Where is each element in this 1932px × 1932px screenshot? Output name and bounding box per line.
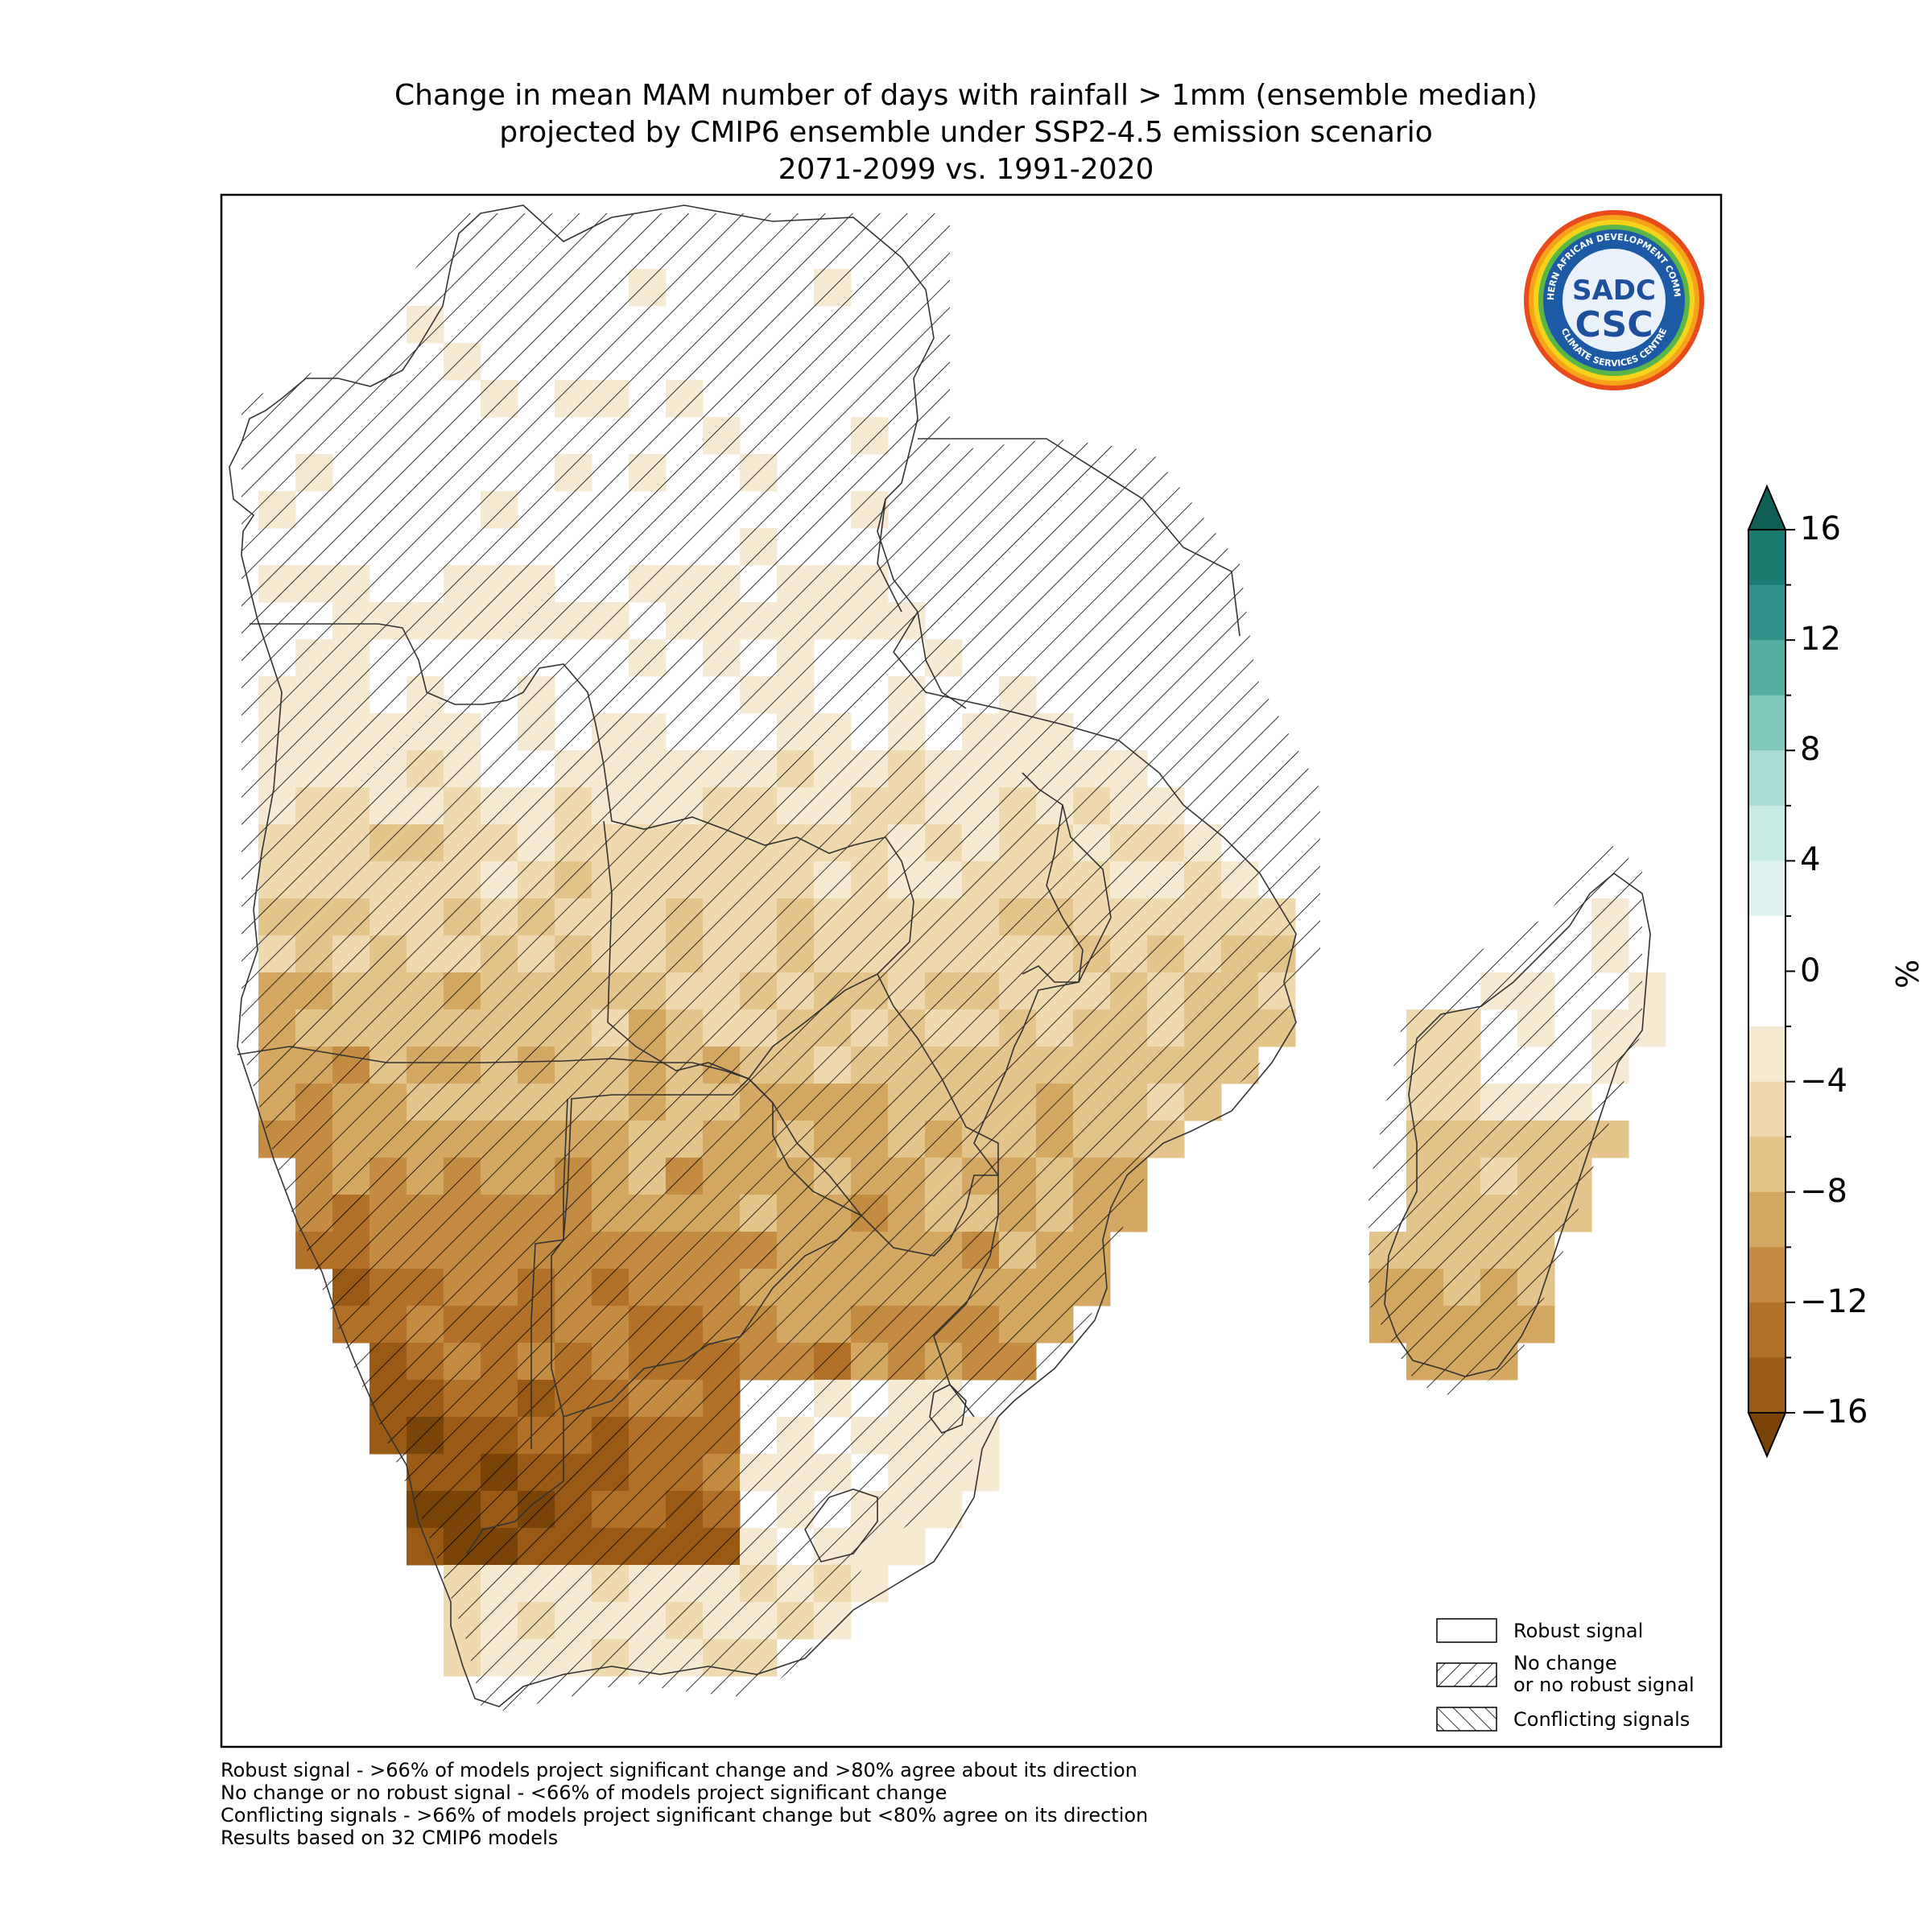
legend-robust-swatch — [1436, 1618, 1497, 1643]
logo-top-text: SADC — [1572, 275, 1656, 307]
colorbar-bin-4 — [1748, 750, 1785, 807]
colorbar-bin-10 — [1748, 1137, 1785, 1193]
border-south-africa — [466, 1417, 564, 1554]
footnote-conflicting: Conflicting signals - >66% of models pro… — [221, 1804, 1149, 1827]
colorbar-bin-13 — [1748, 1302, 1785, 1359]
madagascar-coastline — [1384, 872, 1651, 1377]
colorbar-extend-min — [1747, 1412, 1787, 1459]
title-line-3: 2071-2099 vs. 1991-2020 — [778, 153, 1154, 186]
border-tanzania-north — [918, 438, 1241, 637]
border-zimbabwe — [748, 973, 999, 1257]
colorbar-tick-label: 0 — [1800, 952, 1821, 989]
colorbar-bin-0 — [1748, 530, 1785, 586]
colorbar-bin-11 — [1748, 1191, 1785, 1248]
footnote-nochange: No change or no robust signal - <66% of … — [221, 1781, 947, 1804]
colorbar-bin-3 — [1748, 695, 1785, 751]
colorbar-extend-max — [1747, 484, 1787, 530]
legend-nochange-label-2: or no robust signal — [1513, 1674, 1695, 1696]
colorbar-tick-label: 16 — [1800, 510, 1841, 547]
colorbar-bin-2 — [1748, 640, 1785, 696]
title-line-1: Change in mean MAM number of days with r… — [394, 79, 1538, 112]
hatched-areas — [242, 213, 1642, 1715]
colorbar-tick-label: −8 — [1800, 1172, 1847, 1210]
mainland-coastline — [229, 204, 1297, 1707]
legend — [1436, 1618, 1497, 1732]
colorbar-bin-6 — [1748, 861, 1785, 917]
footnote-models: Results based on 32 CMIP6 models — [221, 1827, 559, 1849]
colorbar — [1747, 484, 1795, 1459]
title-line-2: projected by CMIP6 ensemble under SSP2-4… — [499, 116, 1433, 149]
lesotho-outline — [804, 1488, 878, 1563]
border-mozambique-interior — [933, 804, 1112, 1418]
border-namibia — [237, 1046, 750, 1449]
colorbar-tick-label: −12 — [1800, 1282, 1868, 1320]
colorbar-bin-14 — [1748, 1357, 1785, 1414]
legend-nochange-swatch — [1436, 1662, 1497, 1687]
colorbar-tick-label: 8 — [1800, 731, 1821, 769]
colorbar-tick-label: 12 — [1800, 621, 1841, 658]
map-frame — [220, 193, 1723, 1748]
eswatini-outline — [929, 1384, 967, 1434]
colorbar-tick-label: −16 — [1800, 1393, 1868, 1430]
colorbar-unit: % — [1890, 959, 1926, 989]
colorbar-bin-8 — [1748, 1026, 1785, 1083]
colorbar-bin-5 — [1748, 805, 1785, 861]
border-malawi — [1022, 772, 1084, 983]
border-drc-east — [877, 498, 902, 613]
logo-bottom-text: CSC — [1575, 304, 1653, 345]
colorbar-bin-12 — [1748, 1247, 1785, 1303]
legend-conflicting-label: Conflicting signals — [1513, 1708, 1690, 1731]
legend-conflicting-swatch — [1436, 1707, 1497, 1732]
border-drc-tanzania — [917, 611, 967, 709]
country-borders — [229, 204, 1651, 1707]
legend-nochange-label-1: No change — [1513, 1652, 1617, 1674]
border-drc-angola — [250, 623, 725, 830]
legend-robust-label: Robust signal — [1513, 1620, 1644, 1642]
hatch-no-robust-madagascar — [1368, 837, 1642, 1401]
border-botswana — [551, 1078, 863, 1418]
colorbar-bin-7 — [1748, 915, 1785, 1027]
colorbar-bin-1 — [1748, 584, 1785, 641]
colorbar-tick-label: 4 — [1800, 841, 1821, 879]
map-title: Change in mean MAM number of days with r… — [0, 77, 1932, 188]
footnote-robust: Robust signal - >66% of models project s… — [221, 1759, 1137, 1781]
footnotes: Robust signal - >66% of models project s… — [221, 1759, 1148, 1849]
colorbar-bin-9 — [1748, 1081, 1785, 1137]
colorbar-tick-label: −4 — [1800, 1062, 1847, 1100]
hatch-no-robust-mainland — [242, 213, 1320, 1715]
